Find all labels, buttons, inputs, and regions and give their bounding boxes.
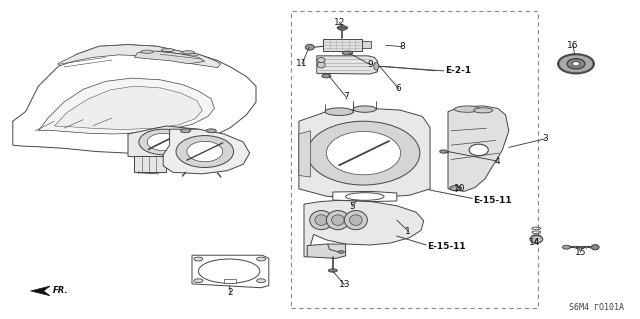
Ellipse shape: [182, 51, 195, 54]
Ellipse shape: [206, 129, 216, 133]
Ellipse shape: [469, 144, 488, 156]
Polygon shape: [307, 244, 346, 258]
Ellipse shape: [339, 27, 346, 30]
Ellipse shape: [307, 121, 420, 185]
Ellipse shape: [147, 133, 179, 151]
Ellipse shape: [374, 63, 379, 70]
Text: 2: 2: [228, 288, 233, 297]
Ellipse shape: [194, 257, 203, 261]
Ellipse shape: [474, 108, 493, 113]
Ellipse shape: [332, 215, 344, 225]
Ellipse shape: [194, 279, 203, 283]
Polygon shape: [317, 56, 378, 74]
Ellipse shape: [315, 215, 328, 225]
Polygon shape: [38, 78, 214, 134]
Text: 5: 5: [349, 202, 355, 211]
Ellipse shape: [310, 211, 333, 230]
Ellipse shape: [180, 129, 191, 133]
Polygon shape: [333, 191, 397, 202]
Ellipse shape: [337, 26, 348, 30]
Polygon shape: [128, 126, 198, 160]
Ellipse shape: [342, 51, 353, 55]
Polygon shape: [134, 51, 205, 64]
Polygon shape: [31, 286, 50, 296]
Ellipse shape: [440, 150, 447, 153]
Ellipse shape: [567, 59, 585, 69]
Text: E-2-1: E-2-1: [445, 66, 471, 75]
Polygon shape: [192, 255, 269, 288]
Ellipse shape: [346, 193, 384, 200]
Ellipse shape: [349, 215, 362, 225]
Text: 16: 16: [567, 41, 579, 50]
Ellipse shape: [198, 259, 260, 283]
Text: E-15-11: E-15-11: [474, 196, 512, 205]
Ellipse shape: [563, 245, 570, 249]
Polygon shape: [299, 131, 310, 177]
Text: 7: 7: [343, 92, 348, 101]
Text: S6M4 ΓO101A: S6M4 ΓO101A: [569, 303, 624, 312]
Text: E-15-11: E-15-11: [428, 242, 466, 251]
Text: 8: 8: [399, 42, 404, 51]
Polygon shape: [448, 106, 509, 191]
Ellipse shape: [161, 48, 174, 52]
Text: 3: 3: [543, 134, 548, 143]
Text: 10: 10: [454, 184, 465, 193]
Text: 14: 14: [529, 238, 541, 247]
Text: 1: 1: [406, 227, 411, 236]
Ellipse shape: [326, 211, 349, 230]
Text: 6: 6: [396, 84, 401, 93]
Text: 11: 11: [296, 59, 308, 68]
Ellipse shape: [305, 44, 314, 50]
Ellipse shape: [322, 74, 331, 78]
Ellipse shape: [187, 141, 223, 162]
Bar: [224, 279, 236, 283]
Polygon shape: [13, 45, 256, 153]
Ellipse shape: [353, 106, 376, 112]
Polygon shape: [134, 156, 166, 172]
Ellipse shape: [591, 245, 599, 250]
Ellipse shape: [141, 50, 154, 53]
Ellipse shape: [530, 235, 543, 243]
Ellipse shape: [326, 131, 401, 175]
Text: 13: 13: [339, 280, 350, 289]
Text: 12: 12: [333, 18, 345, 27]
Text: 9: 9: [367, 60, 372, 69]
Ellipse shape: [257, 279, 266, 283]
Ellipse shape: [317, 57, 325, 63]
Ellipse shape: [338, 251, 344, 253]
Ellipse shape: [176, 136, 234, 167]
Polygon shape: [299, 108, 430, 198]
Polygon shape: [304, 200, 424, 257]
Ellipse shape: [328, 269, 337, 272]
Ellipse shape: [325, 108, 353, 115]
Ellipse shape: [572, 62, 580, 66]
Polygon shape: [163, 129, 250, 174]
Bar: [362, 41, 371, 48]
Ellipse shape: [317, 62, 325, 68]
Text: 15: 15: [575, 248, 586, 256]
Ellipse shape: [558, 54, 594, 73]
Ellipse shape: [450, 186, 461, 191]
Ellipse shape: [139, 129, 188, 155]
Text: FR.: FR.: [53, 286, 68, 295]
Ellipse shape: [344, 211, 367, 230]
Ellipse shape: [454, 106, 480, 112]
Polygon shape: [54, 86, 202, 130]
Ellipse shape: [257, 257, 266, 261]
Bar: [291, 11, 538, 308]
Text: 4: 4: [495, 157, 500, 166]
Bar: [323, 39, 362, 51]
Polygon shape: [58, 45, 221, 68]
